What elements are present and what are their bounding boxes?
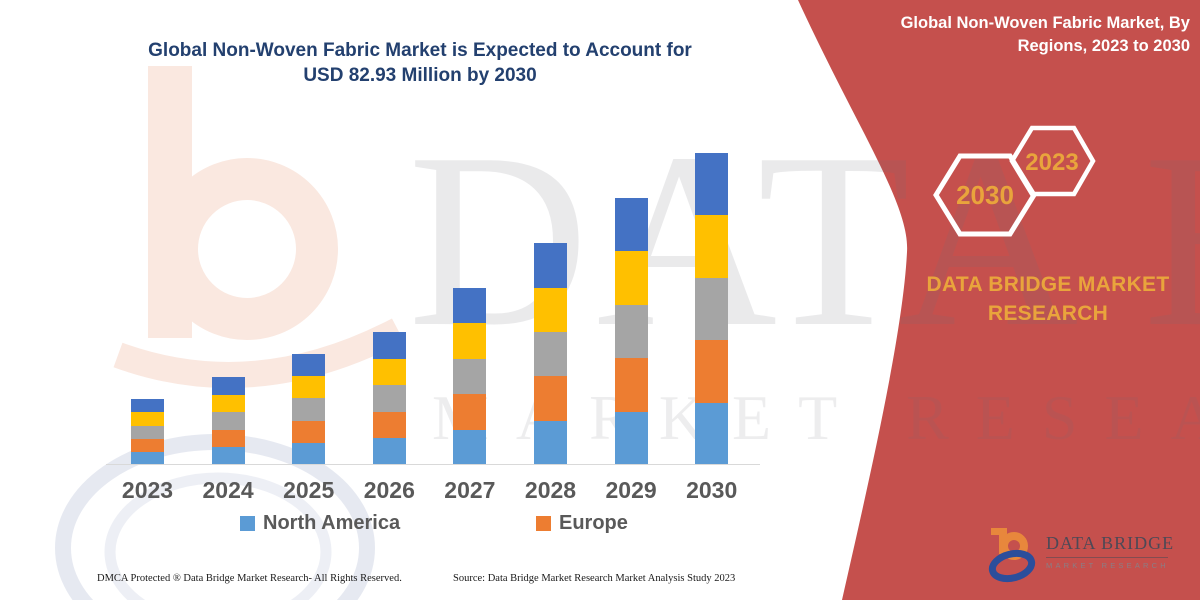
bar-2027 — [453, 287, 487, 465]
bar-segment-2023-unlabeled-dark-blue- — [131, 399, 164, 413]
bar-segment-2026-unlabeled-gray- — [372, 385, 406, 412]
bar-segment-2023-unlabeled-gray- — [131, 425, 164, 439]
databridge-logo: DATA BRIDGE MARKET RESEARCH — [988, 524, 1193, 586]
bar-segment-2025-unlabeled-dark-blue- — [292, 354, 326, 377]
x-tick-label-2029: 2029 — [605, 477, 657, 503]
databridge-logo-text: DATA BRIDGE MARKET RESEARCH — [1046, 533, 1191, 570]
footer-dmca-text: DMCA Protected ® Data Bridge Market Rese… — [97, 573, 402, 584]
bar-segment-2029-unlabeled-yellow- — [614, 251, 648, 305]
chart-title-line1: Global Non-Woven Fabric Market is Expect… — [148, 40, 692, 61]
bar-segment-2024-unlabeled-gray- — [211, 412, 245, 430]
bar-segment-2030-unlabeled-dark-blue- — [695, 153, 729, 216]
maroon-swoosh-shape — [798, 0, 1200, 600]
x-tick-label-2025: 2025 — [283, 477, 335, 503]
bar-segment-2024-unlabeled-dark-blue- — [211, 377, 245, 395]
bar-segment-2029-unlabeled-gray- — [614, 304, 648, 359]
bar-segment-2030-europe — [695, 340, 729, 403]
bar-segment-2028-europe — [534, 376, 567, 421]
bar-2026 — [372, 331, 406, 465]
hexagon-2023-label: 2023 — [1025, 149, 1078, 176]
legend-item-north-america: North America — [240, 512, 400, 534]
legend-item-europe: Europe — [536, 512, 628, 534]
x-tick-label-2023: 2023 — [121, 477, 174, 503]
bar-segment-2030-unlabeled-gray- — [695, 277, 729, 341]
bar-segment-2023-north-america — [131, 451, 164, 465]
bar-segment-2027-unlabeled-yellow- — [453, 323, 487, 359]
bar-2025 — [292, 354, 326, 465]
databridge-logo-divider — [1046, 557, 1168, 558]
watermark-b-swoosh — [113, 318, 405, 388]
legend-label: North America — [263, 512, 401, 534]
databridge-logo-subtitle: MARKET RESEARCH — [1046, 561, 1169, 570]
bar-2029 — [614, 197, 648, 465]
chart-title-line2: USD 82.93 Million by 2030 — [303, 65, 537, 86]
databridge-logo-name: DATA BRIDGE — [1046, 533, 1175, 553]
x-tick-label-2027: 2027 — [444, 477, 496, 503]
bar-segment-2027-unlabeled-dark-blue- — [453, 287, 487, 324]
x-tick-label-2028: 2028 — [524, 477, 577, 503]
chart-title: Global Non-Woven Fabric Market is Expect… — [120, 38, 720, 88]
hexagon-2030-label: 2030 — [956, 180, 1014, 210]
footer-source-text: Source: Data Bridge Market Research Mark… — [453, 573, 736, 584]
bar-segment-2024-unlabeled-yellow- — [211, 394, 245, 413]
bar-segment-2027-europe — [453, 394, 487, 430]
databridge-logo-icon — [988, 528, 1036, 583]
x-tick-label-2024: 2024 — [202, 477, 254, 503]
x-tick-label-2030: 2030 — [686, 477, 738, 503]
bar-2028 — [534, 243, 567, 465]
bar-2023 — [131, 399, 164, 465]
bar-segment-2024-north-america — [211, 447, 245, 465]
chart-legend: North America Europe — [108, 512, 760, 538]
bar-segment-2028-north-america — [534, 420, 567, 465]
watermark-swirl-inner — [104, 472, 332, 600]
bar-segment-2025-unlabeled-yellow- — [292, 376, 326, 399]
bar-segment-2025-north-america — [292, 442, 326, 465]
bar-segment-2023-unlabeled-yellow- — [131, 412, 164, 426]
brand-heading: DATA BRIDGE MARKET RESEARCH — [926, 273, 1170, 325]
bar-segment-2025-unlabeled-gray- — [292, 398, 326, 421]
bar-segment-2026-europe — [372, 411, 406, 439]
bar-segment-2028-unlabeled-yellow- — [534, 287, 567, 332]
bar-segment-2024-europe — [211, 429, 245, 448]
legend-label: Europe — [559, 512, 628, 534]
bar-2024 — [211, 377, 245, 465]
x-axis-labels: 2023 2024 2025 2026 2027 2028 2029 2030 — [108, 477, 760, 505]
watermark-b-bowl — [156, 158, 338, 340]
bar-segment-2023-europe — [131, 438, 164, 452]
bar-segment-2026-unlabeled-yellow- — [372, 358, 406, 386]
bar-segment-2030-north-america — [695, 402, 729, 465]
bar-2030 — [695, 153, 729, 465]
bar-segment-2029-north-america — [614, 411, 648, 465]
x-axis-line — [106, 464, 760, 465]
bar-segment-2027-north-america — [453, 429, 487, 465]
bar-segment-2025-europe — [292, 420, 326, 443]
legend-swatch-icon — [536, 515, 551, 531]
year-hexagons: 2030 2023 — [933, 125, 1096, 237]
right-panel-title: Global Non-Woven Fabric Market, By Regio… — [900, 14, 1190, 55]
bar-segment-2026-unlabeled-dark-blue- — [372, 331, 406, 359]
legend-swatch-icon — [240, 515, 255, 531]
x-tick-label-2026: 2026 — [363, 477, 415, 503]
bar-segment-2026-north-america — [372, 438, 406, 465]
chart-plot — [108, 140, 760, 465]
bar-segment-2028-unlabeled-dark-blue- — [534, 243, 567, 288]
bar-segment-2027-unlabeled-gray- — [453, 358, 487, 395]
bar-segment-2030-unlabeled-yellow- — [695, 215, 729, 278]
hexagon-2030 — [933, 153, 1037, 237]
bar-segment-2029-europe — [614, 358, 648, 412]
bar-segment-2028-unlabeled-gray- — [534, 331, 567, 377]
bar-segment-2029-unlabeled-dark-blue- — [614, 197, 648, 252]
